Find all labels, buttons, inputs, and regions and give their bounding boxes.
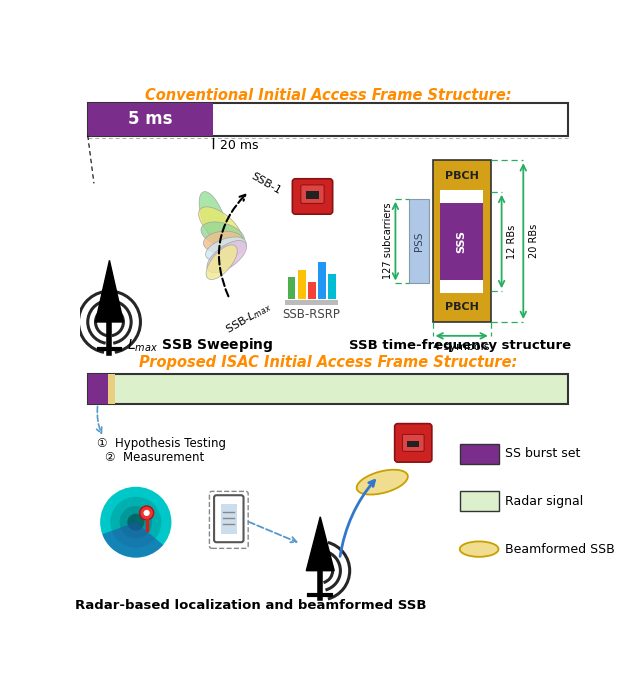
Bar [433, 160, 491, 322]
Text: Beamformed SSB: Beamformed SSB [505, 543, 614, 556]
Text: SSB-1: SSB-1 [249, 171, 283, 196]
Text: Proposed ISAC Initial Access Frame Structure:: Proposed ISAC Initial Access Frame Struc… [139, 355, 517, 369]
Text: 20 ms: 20 ms [220, 139, 259, 152]
FancyBboxPatch shape [285, 300, 338, 305]
Ellipse shape [206, 245, 237, 280]
Bar [298, 270, 305, 299]
Ellipse shape [207, 241, 246, 273]
Text: ①  Hypothesis Testing: ① Hypothesis Testing [97, 437, 226, 450]
Text: SSB-$L_{max}$: SSB-$L_{max}$ [223, 299, 275, 337]
Bar [288, 278, 296, 299]
FancyBboxPatch shape [292, 179, 333, 214]
Bar [410, 198, 429, 283]
FancyBboxPatch shape [301, 185, 324, 203]
Text: Conventional Initial Access Frame Structure:: Conventional Initial Access Frame Struct… [145, 88, 511, 103]
Bar [407, 441, 419, 448]
FancyBboxPatch shape [395, 423, 432, 462]
FancyBboxPatch shape [214, 496, 244, 542]
Text: 5 ms: 5 ms [128, 110, 172, 128]
Ellipse shape [201, 222, 244, 248]
Bar [460, 443, 499, 464]
Text: ②  Measurement: ② Measurement [105, 451, 204, 464]
Circle shape [140, 506, 154, 520]
Circle shape [110, 497, 161, 548]
Text: PBCH: PBCH [445, 302, 479, 312]
Text: PBCH: PBCH [445, 171, 479, 180]
FancyBboxPatch shape [403, 434, 424, 451]
Polygon shape [307, 517, 334, 570]
Text: $L_{max}$ SSB Sweeping: $L_{max}$ SSB Sweeping [127, 336, 273, 354]
Ellipse shape [199, 192, 228, 246]
Text: 12 RBs: 12 RBs [508, 224, 518, 259]
Ellipse shape [204, 231, 244, 253]
Text: 20 RBs: 20 RBs [529, 224, 539, 258]
Wedge shape [102, 522, 163, 557]
Bar [88, 374, 108, 404]
Bar [88, 374, 568, 404]
Bar [88, 103, 568, 135]
Circle shape [120, 506, 152, 539]
Bar [108, 374, 115, 404]
Bar [460, 491, 499, 511]
Text: SSS: SSS [457, 230, 467, 253]
Circle shape [100, 486, 172, 557]
Text: SS burst set: SS burst set [505, 447, 580, 460]
Bar [305, 191, 319, 198]
Ellipse shape [356, 470, 408, 495]
Bar [88, 103, 212, 135]
Circle shape [143, 510, 150, 516]
Bar [440, 203, 483, 280]
Bar [221, 505, 237, 534]
Bar [440, 280, 483, 294]
Text: PSS: PSS [414, 231, 424, 251]
Text: 4 symbols: 4 symbols [433, 341, 490, 352]
Bar [440, 189, 483, 203]
Bar [308, 282, 316, 299]
Ellipse shape [198, 207, 242, 246]
Text: SSB time-frequency structure: SSB time-frequency structure [349, 339, 571, 352]
Text: SSB-RSRP: SSB-RSRP [282, 307, 340, 321]
Bar [318, 262, 326, 299]
Polygon shape [95, 260, 124, 322]
Bar [328, 274, 336, 299]
Ellipse shape [460, 541, 499, 557]
Circle shape [127, 514, 145, 531]
Text: 127 subcarriers: 127 subcarriers [383, 203, 393, 280]
Text: Radar signal: Radar signal [505, 495, 583, 508]
Ellipse shape [205, 237, 246, 261]
Text: Radar-based localization and beamformed SSB: Radar-based localization and beamformed … [75, 599, 426, 612]
